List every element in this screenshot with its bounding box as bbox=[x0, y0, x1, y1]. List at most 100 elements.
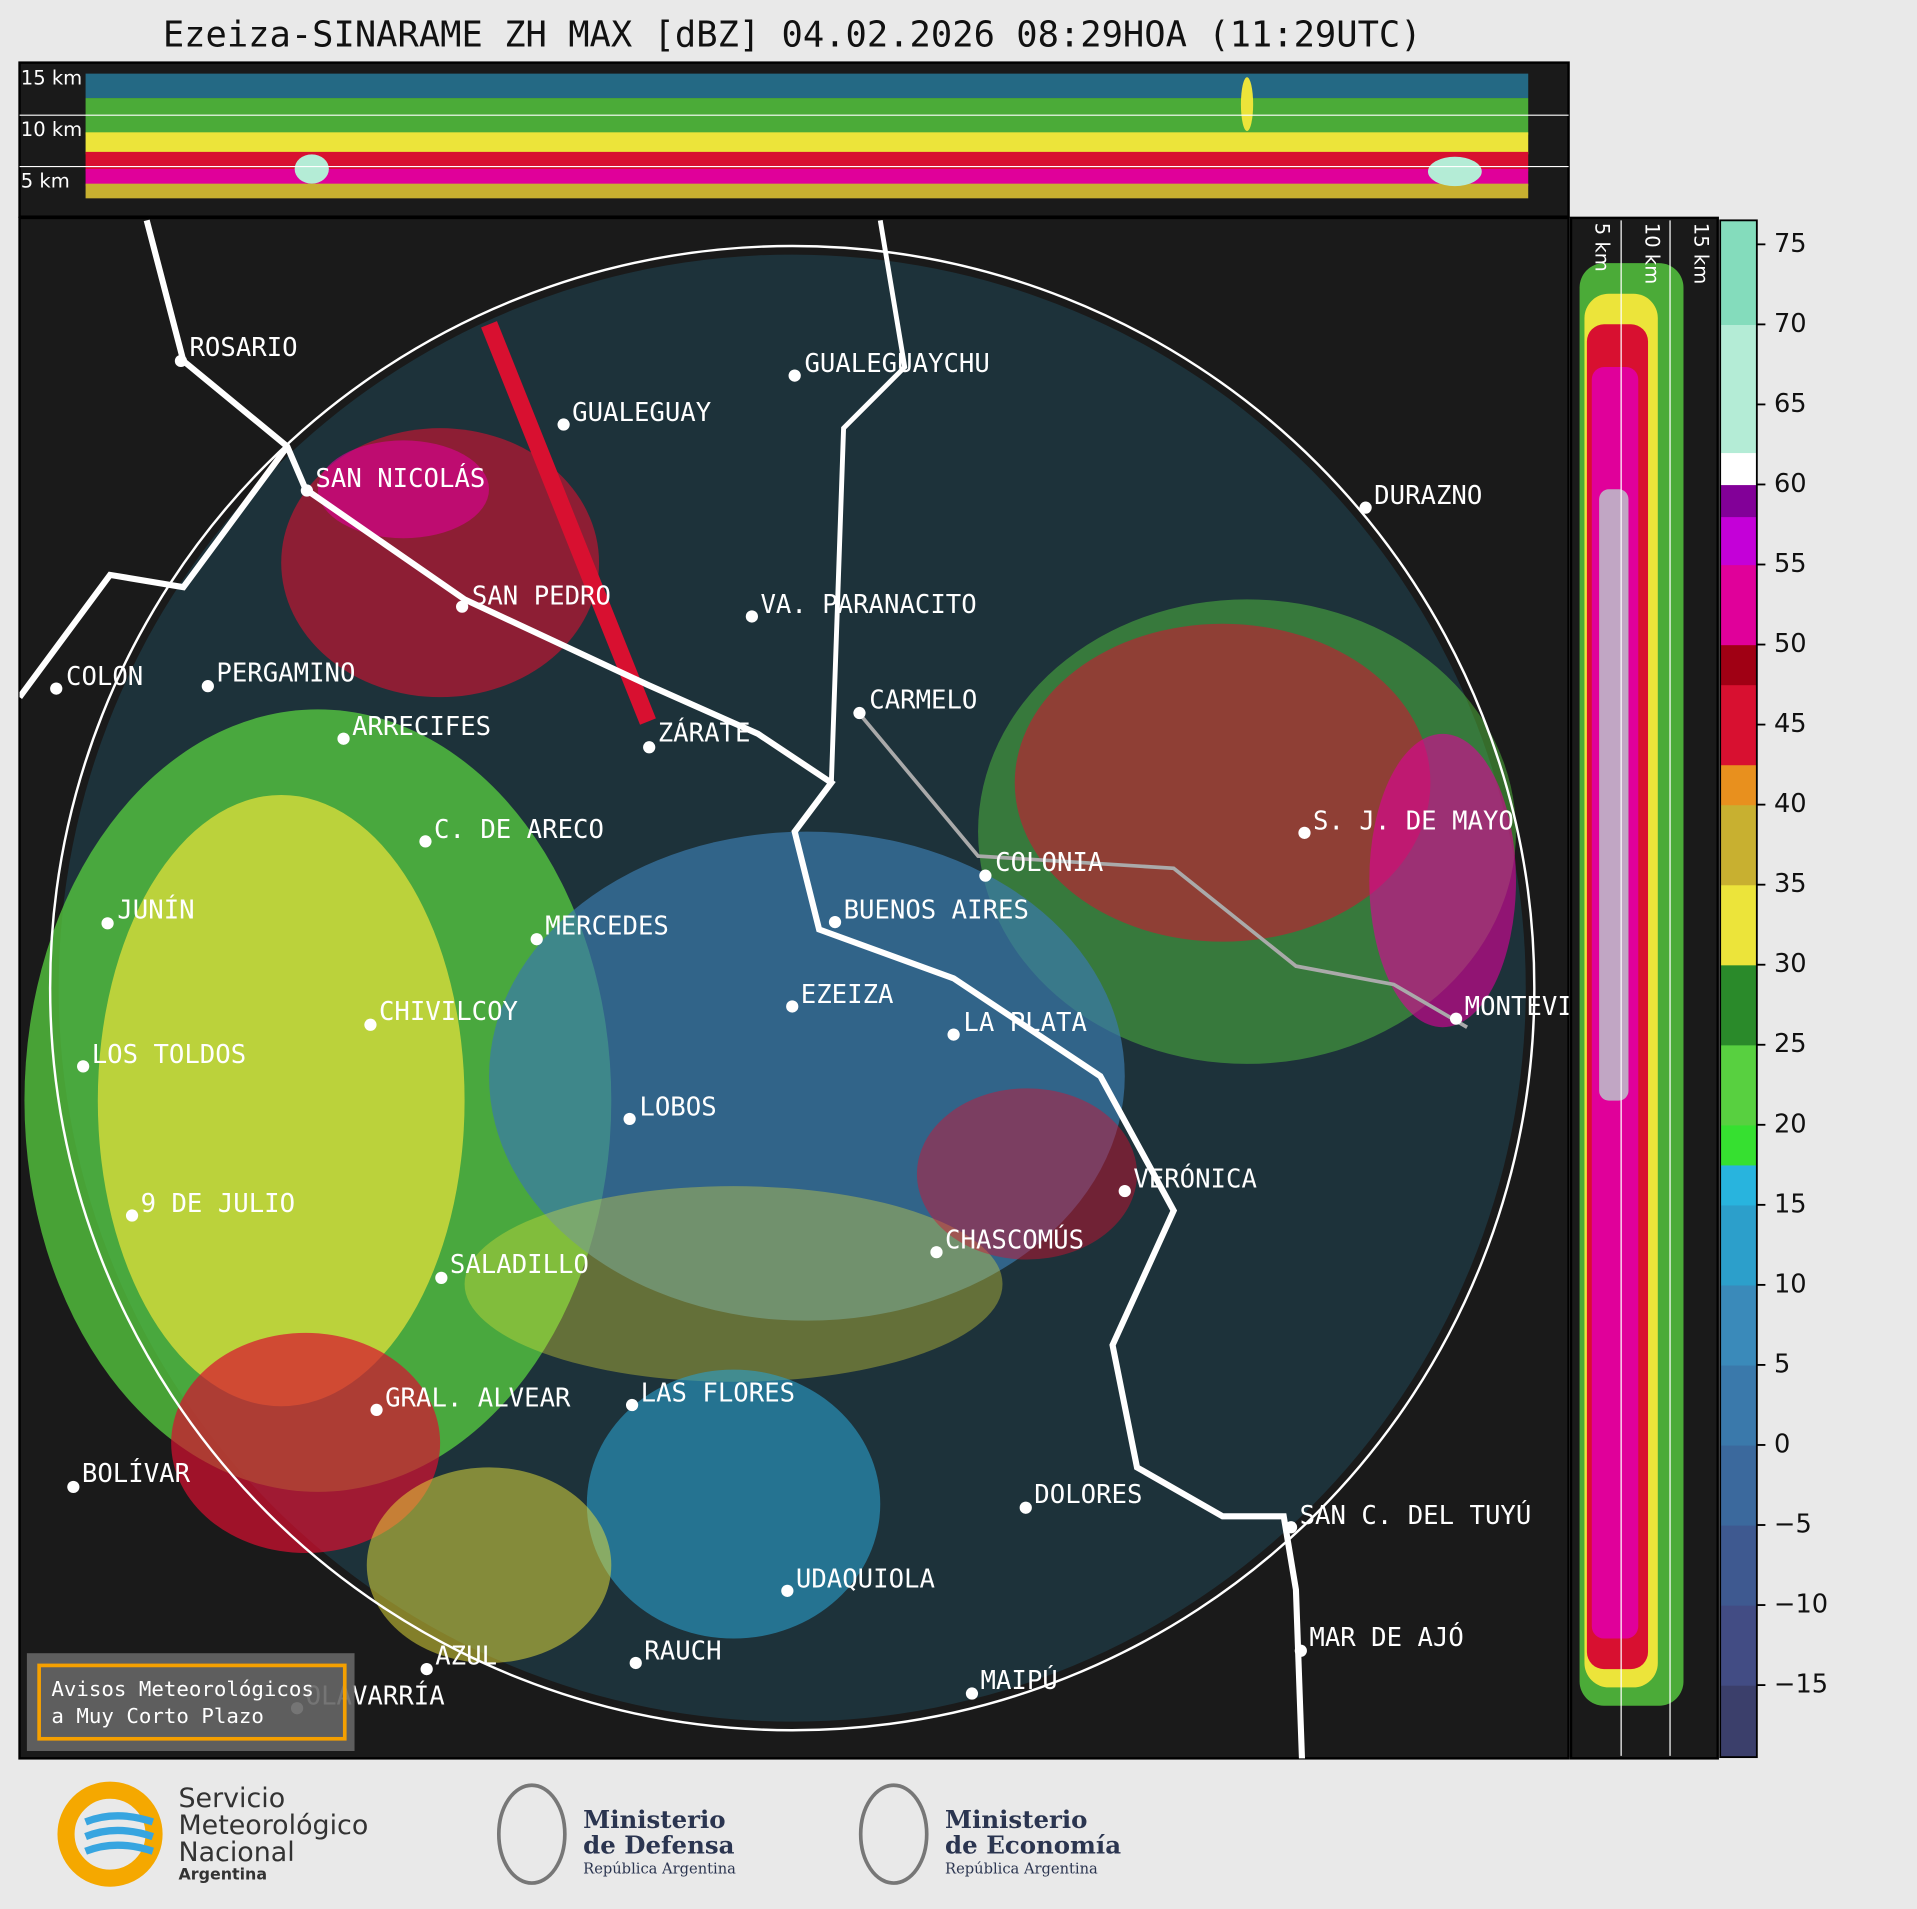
logo-text: de Defensa bbox=[583, 1831, 734, 1860]
city-dot bbox=[947, 1028, 960, 1041]
city-label: EZEIZA bbox=[801, 980, 894, 1010]
city-label: DOLORES bbox=[1034, 1480, 1142, 1510]
colorbar-tick-label: 65 bbox=[1774, 389, 1807, 419]
city-dot bbox=[530, 933, 543, 946]
city-label: SAN NICOLÁS bbox=[315, 462, 485, 494]
colorbar-tick-label: −5 bbox=[1774, 1510, 1812, 1540]
colorbar-tick-label: 50 bbox=[1774, 629, 1807, 659]
city-label: ROSARIO bbox=[189, 333, 297, 363]
colorbar-segment bbox=[1720, 884, 1757, 966]
city-label: RAUCH bbox=[644, 1636, 721, 1666]
city-dot bbox=[930, 1246, 943, 1259]
colorbar-segment bbox=[1720, 684, 1757, 766]
colorbar-segment bbox=[1720, 1044, 1757, 1126]
colorbar-segment bbox=[1720, 804, 1757, 886]
logo-text: Argentina bbox=[178, 1864, 267, 1883]
smn-logo: Servicio Meteorológico Nacional Argentin… bbox=[57, 1781, 368, 1887]
radar-echoes bbox=[19, 219, 1526, 1759]
altitude-label: 5 km bbox=[21, 169, 70, 192]
title: Ezeiza-SINARAME ZH MAX [dBZ] 04.02.2026 … bbox=[163, 15, 1422, 56]
logo-text: Meteorológico bbox=[178, 1810, 368, 1841]
colorbar-tick-label: 10 bbox=[1774, 1269, 1807, 1299]
city-label: MAR DE AJÓ bbox=[1309, 1621, 1463, 1653]
colorbar-tick-label: 5 bbox=[1774, 1349, 1790, 1379]
city-label: GRAL. ALVEAR bbox=[385, 1383, 571, 1413]
city-label: MONTEVIDEO bbox=[1465, 992, 1619, 1022]
city-dot bbox=[1298, 826, 1311, 839]
top-echoes bbox=[85, 73, 1529, 199]
city-dot bbox=[300, 484, 313, 497]
colorbar-tick-label: 30 bbox=[1774, 949, 1807, 979]
colorbar-tick-label: 25 bbox=[1774, 1029, 1807, 1059]
colorbar-tick-label: 15 bbox=[1774, 1189, 1807, 1219]
city-dot bbox=[420, 1662, 433, 1676]
city-label: JUNÍN bbox=[117, 894, 194, 926]
logo-text: Ministerio bbox=[583, 1805, 725, 1834]
colorbar-tick-label: −10 bbox=[1774, 1590, 1828, 1620]
city-dot bbox=[828, 915, 842, 929]
city-label: ZÁRATE bbox=[658, 716, 751, 748]
colorbar-segment bbox=[1720, 644, 1757, 686]
city-label: CHASCOMÚS bbox=[945, 1224, 1084, 1256]
logo-text: Nacional bbox=[178, 1837, 294, 1868]
city-dot bbox=[745, 610, 758, 623]
logo-text: Ministerio bbox=[945, 1805, 1087, 1834]
colorbar-tick-label: 70 bbox=[1774, 309, 1807, 339]
altitude-label: 5 km bbox=[1590, 223, 1613, 272]
city-dot bbox=[623, 1112, 636, 1126]
warning-box[interactable] bbox=[26, 1653, 355, 1752]
city-label: AZUL bbox=[435, 1641, 497, 1671]
colorbar-segment bbox=[1720, 1685, 1757, 1758]
city-label: SAN PEDRO bbox=[472, 581, 611, 611]
city-dot bbox=[853, 706, 866, 720]
city-label: GUALEGUAYCHU bbox=[804, 349, 989, 379]
logo-text: República Argentina bbox=[583, 1860, 736, 1877]
city-label: LAS FLORES bbox=[641, 1379, 795, 1409]
colorbar-tick-label: 55 bbox=[1774, 549, 1807, 579]
city-label: BOLÍVAR bbox=[82, 1457, 191, 1489]
city-label: LA PLATA bbox=[963, 1008, 1087, 1038]
city-dot bbox=[101, 917, 114, 930]
city-dot bbox=[625, 1398, 639, 1412]
colorbar-tick-label: 35 bbox=[1774, 869, 1807, 899]
colorbar-frame bbox=[1719, 219, 1758, 1759]
city-dot bbox=[50, 682, 63, 695]
colorbar-segment bbox=[1720, 324, 1757, 454]
city-dot bbox=[67, 1480, 80, 1494]
city-label: MAIPÚ bbox=[981, 1664, 1058, 1696]
altitude-label: 10 km bbox=[21, 118, 82, 141]
city-dot bbox=[77, 1060, 90, 1073]
colorbar-segment bbox=[1720, 220, 1757, 326]
city-dot bbox=[419, 835, 432, 848]
colorbar-segment bbox=[1720, 1444, 1757, 1526]
city-dot bbox=[1118, 1184, 1131, 1198]
colorbar-tick-label: 60 bbox=[1774, 469, 1807, 499]
warning-box-border bbox=[37, 1663, 347, 1741]
city-dot bbox=[1449, 1012, 1463, 1025]
city-label: 9 DE JULIO bbox=[141, 1189, 295, 1219]
city-dot bbox=[786, 1000, 799, 1013]
city-dot bbox=[125, 1209, 139, 1222]
altitude-label: 15 km bbox=[1689, 223, 1712, 284]
economia-logo: Ministerio de Economía República Argenti… bbox=[858, 1783, 1121, 1885]
city-label: VERÓNICA bbox=[1133, 1163, 1257, 1195]
side-echoes bbox=[1579, 263, 1684, 1706]
warning-text: Avisos Meteorológicos bbox=[51, 1677, 314, 1701]
colorbar-tick-label: 20 bbox=[1774, 1109, 1807, 1139]
logo-text: Servicio bbox=[178, 1783, 285, 1814]
city-dot bbox=[629, 1656, 642, 1670]
colorbar-segment bbox=[1720, 1364, 1757, 1446]
city-label: MERCEDES bbox=[545, 911, 669, 941]
colorbar-tick-label: 45 bbox=[1774, 709, 1807, 739]
city-dot bbox=[1019, 1501, 1032, 1514]
city-dot bbox=[1294, 1644, 1307, 1657]
city-layer: ROSARIO GUALEGUAYCHU GUALEGUAY SAN NICOLÁS D… bbox=[50, 333, 1619, 1715]
city-label: BUENOS AIRES bbox=[844, 896, 1029, 926]
city-label: S. J. DE MAYO bbox=[1313, 806, 1514, 836]
city-label: VA. PARANACITO bbox=[760, 590, 976, 620]
city-label: PERGAMINO bbox=[216, 658, 355, 688]
city-dot bbox=[337, 732, 350, 745]
city-dot bbox=[370, 1403, 383, 1417]
city-label: C. DE ARECO bbox=[434, 815, 604, 845]
city-dot bbox=[201, 680, 214, 693]
